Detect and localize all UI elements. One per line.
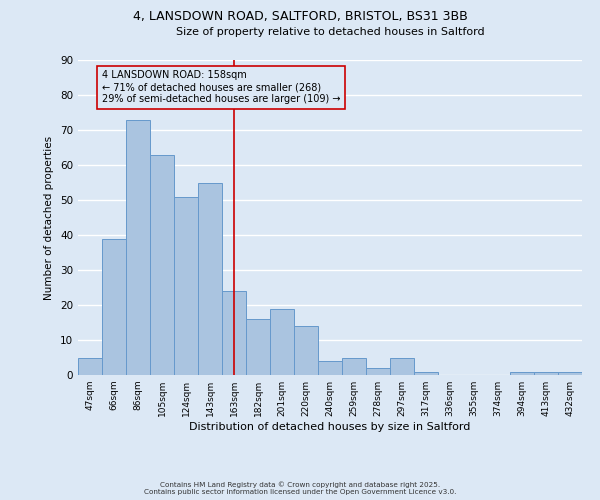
Bar bbox=[510, 372, 534, 375]
Bar bbox=[294, 326, 318, 375]
Bar bbox=[78, 358, 102, 375]
Bar bbox=[414, 372, 438, 375]
Bar bbox=[534, 372, 558, 375]
Text: Contains HM Land Registry data © Crown copyright and database right 2025.
Contai: Contains HM Land Registry data © Crown c… bbox=[144, 482, 456, 495]
Bar bbox=[198, 182, 222, 375]
Bar bbox=[126, 120, 150, 375]
Bar bbox=[222, 291, 246, 375]
Bar bbox=[558, 372, 582, 375]
Bar bbox=[390, 358, 414, 375]
Text: 4, LANSDOWN ROAD, SALTFORD, BRISTOL, BS31 3BB: 4, LANSDOWN ROAD, SALTFORD, BRISTOL, BS3… bbox=[133, 10, 467, 23]
Bar bbox=[102, 238, 126, 375]
Bar bbox=[174, 196, 198, 375]
X-axis label: Distribution of detached houses by size in Saltford: Distribution of detached houses by size … bbox=[190, 422, 470, 432]
Bar bbox=[150, 154, 174, 375]
Bar bbox=[366, 368, 390, 375]
Y-axis label: Number of detached properties: Number of detached properties bbox=[44, 136, 55, 300]
Text: 4 LANSDOWN ROAD: 158sqm
← 71% of detached houses are smaller (268)
29% of semi-d: 4 LANSDOWN ROAD: 158sqm ← 71% of detache… bbox=[102, 70, 341, 104]
Bar bbox=[246, 319, 270, 375]
Bar bbox=[318, 361, 342, 375]
Bar bbox=[342, 358, 366, 375]
Title: Size of property relative to detached houses in Saltford: Size of property relative to detached ho… bbox=[176, 27, 484, 37]
Bar bbox=[270, 308, 294, 375]
